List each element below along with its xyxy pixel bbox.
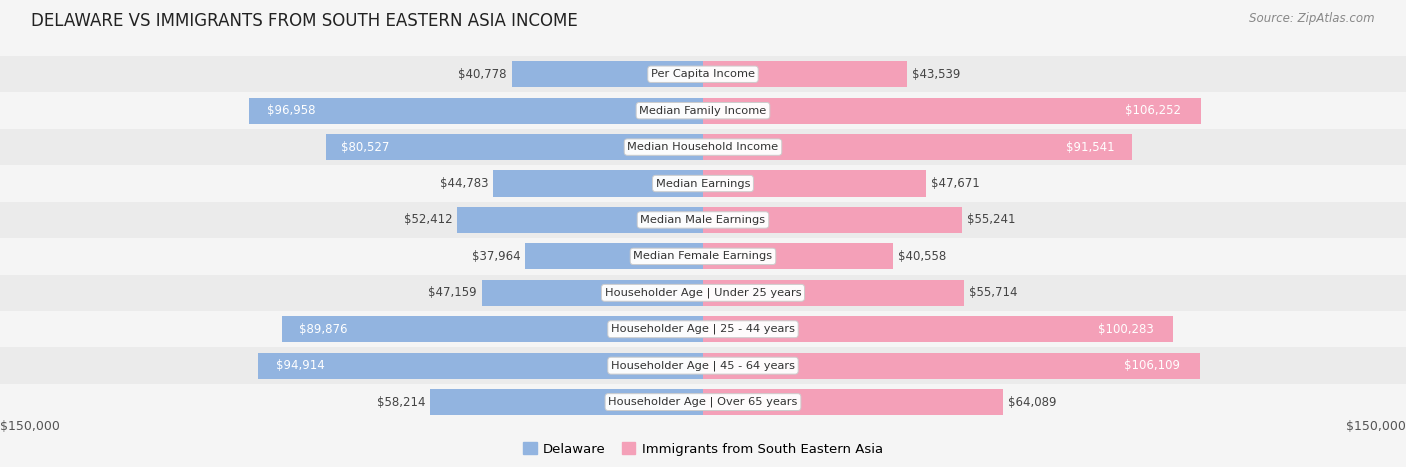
Text: $37,964: $37,964 [471,250,520,263]
Text: $47,159: $47,159 [429,286,477,299]
Legend: Delaware, Immigrants from South Eastern Asia: Delaware, Immigrants from South Eastern … [523,442,883,456]
Text: $91,541: $91,541 [1066,141,1115,154]
Bar [259,353,703,379]
Text: Householder Age | 25 - 44 years: Householder Age | 25 - 44 years [612,324,794,334]
Bar [703,316,1173,342]
Text: $150,000: $150,000 [0,420,60,433]
Text: $106,109: $106,109 [1125,359,1181,372]
Text: $55,714: $55,714 [969,286,1018,299]
Bar [703,353,1201,379]
Text: Source: ZipAtlas.com: Source: ZipAtlas.com [1250,12,1375,25]
Bar [0,129,1406,165]
Text: $89,876: $89,876 [298,323,347,336]
Text: Householder Age | Under 25 years: Householder Age | Under 25 years [605,288,801,298]
Text: $47,671: $47,671 [931,177,980,190]
Bar [703,280,965,306]
Bar [430,389,703,415]
Bar [524,243,703,269]
Bar [0,92,1406,129]
Bar [703,207,962,233]
Bar [703,61,907,87]
Text: $96,958: $96,958 [267,104,315,117]
Bar [482,280,703,306]
Bar [0,347,1406,384]
Text: $64,089: $64,089 [1008,396,1057,409]
Bar [0,275,1406,311]
Bar [0,384,1406,420]
Bar [0,202,1406,238]
Text: $106,252: $106,252 [1125,104,1181,117]
Text: Median Family Income: Median Family Income [640,106,766,116]
Bar [326,134,703,160]
Bar [703,170,927,197]
Text: $40,778: $40,778 [458,68,508,81]
Bar [457,207,703,233]
Text: $94,914: $94,914 [276,359,325,372]
Text: Median Household Income: Median Household Income [627,142,779,152]
Text: $52,412: $52,412 [404,213,453,226]
Bar [494,170,703,197]
Text: $58,214: $58,214 [377,396,425,409]
Text: $44,783: $44,783 [440,177,488,190]
Text: $55,241: $55,241 [967,213,1015,226]
Text: $150,000: $150,000 [1346,420,1406,433]
Text: $43,539: $43,539 [912,68,960,81]
Text: $40,558: $40,558 [898,250,946,263]
Text: $100,283: $100,283 [1098,323,1154,336]
Text: Median Earnings: Median Earnings [655,178,751,189]
Bar [703,134,1132,160]
Text: Householder Age | Over 65 years: Householder Age | Over 65 years [609,397,797,407]
Bar [703,98,1201,124]
Bar [0,56,1406,92]
Text: $80,527: $80,527 [340,141,389,154]
Text: Per Capita Income: Per Capita Income [651,69,755,79]
Bar [703,243,893,269]
Bar [249,98,703,124]
Text: Householder Age | 45 - 64 years: Householder Age | 45 - 64 years [612,361,794,371]
Bar [0,238,1406,275]
Bar [512,61,703,87]
Text: Median Male Earnings: Median Male Earnings [641,215,765,225]
Bar [0,165,1406,202]
Text: DELAWARE VS IMMIGRANTS FROM SOUTH EASTERN ASIA INCOME: DELAWARE VS IMMIGRANTS FROM SOUTH EASTER… [31,12,578,30]
Text: Median Female Earnings: Median Female Earnings [634,251,772,262]
Bar [0,311,1406,347]
Bar [703,389,1004,415]
Bar [281,316,703,342]
